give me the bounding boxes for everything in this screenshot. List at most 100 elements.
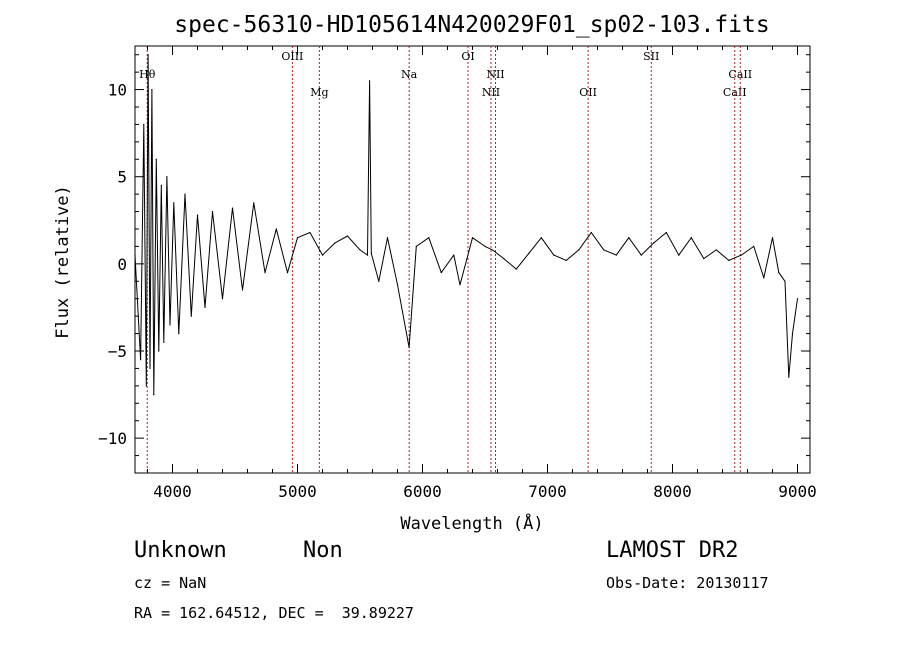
spectrum-series bbox=[134, 54, 799, 396]
spectrum-point bbox=[178, 333, 180, 335]
spectrum-point bbox=[221, 298, 224, 300]
spectrum-point bbox=[640, 254, 642, 256]
spectrum-point bbox=[149, 367, 151, 369]
spectrum-point bbox=[145, 385, 147, 387]
spectrum-point bbox=[169, 324, 171, 326]
spectrum-point bbox=[528, 252, 530, 254]
spectrum-point bbox=[370, 252, 372, 254]
spectrum-point bbox=[196, 214, 199, 216]
spectrum-point bbox=[471, 237, 474, 239]
line-label: CaII bbox=[723, 86, 747, 99]
spectrum-point bbox=[491, 249, 494, 251]
line-label: CaII bbox=[728, 68, 752, 81]
x-tick-label: 4000 bbox=[153, 482, 192, 501]
spectrum-point bbox=[453, 254, 455, 256]
object-subclass: Non bbox=[303, 538, 343, 563]
spectrum-point bbox=[143, 123, 145, 125]
y-axis-ticks: −10 −5 0 5 10 bbox=[98, 54, 810, 457]
spectrum-point bbox=[155, 158, 157, 160]
redshift-readout: cz = NaN bbox=[134, 574, 207, 592]
line-label: NII bbox=[486, 68, 504, 81]
line-label: SII bbox=[643, 50, 659, 63]
spectrum-point bbox=[778, 272, 780, 274]
spectral-line-markers: Hθ OIII Mg Na OI NII NII OII SII CaII CaII bbox=[139, 46, 752, 473]
spectrum-point bbox=[665, 231, 667, 234]
spectrum-point bbox=[134, 254, 136, 256]
spectrum-point bbox=[503, 258, 505, 260]
spectrum-point bbox=[615, 254, 617, 256]
spectrum-point bbox=[728, 259, 730, 261]
x-axis-label: Wavelength (Å) bbox=[400, 512, 543, 534]
spectrum-point bbox=[190, 315, 192, 317]
spectrum-point bbox=[286, 272, 289, 274]
line-label: OI bbox=[461, 50, 474, 63]
spectrum-point bbox=[415, 245, 417, 247]
y-tick-label: 0 bbox=[117, 255, 127, 274]
spectrum-point bbox=[553, 254, 555, 256]
y-tick-label: −5 bbox=[108, 342, 127, 361]
spectrum-point bbox=[163, 341, 165, 343]
y-tick-label: 10 bbox=[108, 81, 127, 100]
spectrum-point bbox=[160, 184, 162, 186]
y-axis-label: Flux (relative) bbox=[53, 185, 73, 339]
spectrum-point bbox=[484, 245, 486, 247]
spectrum-line bbox=[134, 54, 798, 396]
line-label: OIII bbox=[281, 50, 303, 63]
spectrum-point bbox=[140, 359, 142, 361]
spectrum-point bbox=[565, 259, 567, 261]
spectrum-point bbox=[275, 228, 277, 230]
spectrum-point bbox=[369, 80, 371, 82]
spectrum-point bbox=[578, 249, 580, 251]
line-label: Mg bbox=[310, 86, 328, 99]
spectrum-point bbox=[151, 89, 153, 91]
spectrum-point bbox=[396, 284, 399, 286]
spectrum-point bbox=[408, 346, 410, 349]
spectrum-point bbox=[204, 306, 206, 308]
spectrum-point bbox=[334, 242, 336, 244]
spectrum-point bbox=[153, 394, 155, 396]
chart-title: spec-56310-HD105614N420029F01_sp02-103.f… bbox=[174, 12, 769, 38]
spectrum-point bbox=[653, 242, 655, 244]
line-label: OII bbox=[579, 86, 597, 99]
spectrum-point bbox=[788, 376, 790, 378]
spectrum-point bbox=[309, 231, 311, 234]
spectrum-point bbox=[253, 202, 255, 204]
spectrum-point bbox=[147, 54, 149, 56]
spectrum-point bbox=[740, 254, 742, 256]
x-tick-label: 6000 bbox=[403, 482, 442, 501]
spectrum-point bbox=[603, 249, 605, 251]
spectrum-point bbox=[678, 254, 680, 256]
spectrum-point bbox=[386, 237, 389, 239]
x-tick-label: 9000 bbox=[778, 482, 817, 501]
line-label: Na bbox=[401, 68, 418, 81]
spectrum-point bbox=[378, 280, 380, 282]
spectrum-point bbox=[346, 235, 349, 237]
spectrum-point bbox=[264, 272, 266, 274]
spectrum-point bbox=[590, 231, 592, 234]
spectrum-point bbox=[703, 258, 705, 260]
spectrum-point bbox=[715, 249, 717, 251]
survey-name: LAMOST DR2 bbox=[606, 538, 739, 563]
x-axis-ticks: 4000 5000 6000 7000 8000 9000 bbox=[147, 46, 817, 501]
spectrum-point bbox=[366, 254, 369, 256]
line-label: Hθ bbox=[139, 68, 156, 81]
observation-date: Obs-Date: 20130117 bbox=[606, 574, 769, 592]
spectrum-point bbox=[540, 237, 542, 239]
spectrum-point bbox=[763, 277, 765, 279]
spectrum-point bbox=[784, 280, 786, 282]
spectrum-point bbox=[690, 237, 692, 239]
spectrum-point bbox=[173, 202, 175, 204]
y-tick-label: 5 bbox=[117, 168, 127, 187]
spectrum-point bbox=[440, 272, 442, 274]
spectrum-point bbox=[231, 207, 234, 209]
x-tick-label: 8000 bbox=[653, 482, 692, 501]
coordinates-readout: RA = 162.64512, DEC = 39.89227 bbox=[134, 604, 414, 622]
spectrum-point bbox=[428, 237, 430, 239]
spectrum-point bbox=[184, 193, 186, 195]
spectrum-point bbox=[791, 333, 794, 335]
y-tick-label: −10 bbox=[98, 429, 127, 448]
line-label: NII bbox=[482, 86, 500, 99]
spectrum-point bbox=[321, 254, 324, 256]
x-tick-label: 7000 bbox=[528, 482, 567, 501]
spectrum-point bbox=[211, 211, 214, 213]
